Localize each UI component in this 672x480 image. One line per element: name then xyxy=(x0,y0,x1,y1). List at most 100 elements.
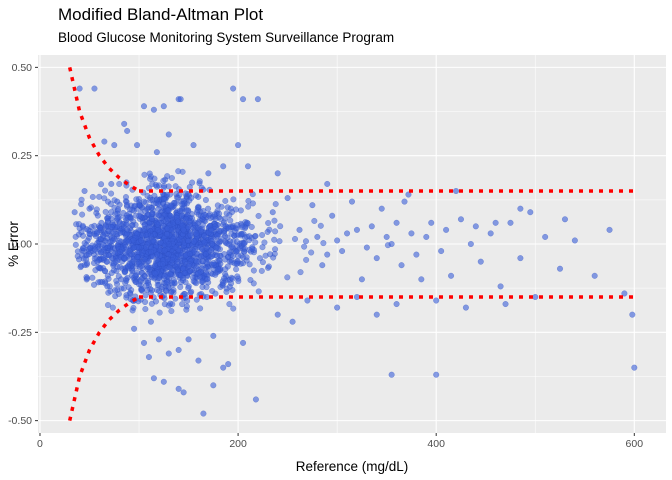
data-point xyxy=(249,200,256,207)
data-point xyxy=(216,210,223,217)
data-point xyxy=(120,209,127,216)
data-point xyxy=(76,85,83,92)
chart-title: Modified Bland-Altman Plot xyxy=(58,5,263,24)
y-tick-label: -0.50 xyxy=(8,415,32,427)
data-point xyxy=(267,251,274,258)
data-point xyxy=(190,142,197,149)
data-point xyxy=(100,232,107,239)
data-point xyxy=(180,389,187,396)
data-point xyxy=(237,207,244,214)
data-point xyxy=(353,293,360,300)
data-point xyxy=(115,206,122,213)
data-point xyxy=(319,262,326,269)
data-point xyxy=(201,239,208,246)
data-point xyxy=(177,96,184,103)
data-point xyxy=(252,232,259,239)
data-point xyxy=(274,311,281,318)
data-point xyxy=(202,251,209,258)
x-tick-label: 400 xyxy=(427,438,445,450)
data-point xyxy=(84,260,91,267)
data-point xyxy=(629,311,636,318)
data-point xyxy=(117,248,124,255)
data-point xyxy=(205,170,212,177)
data-point xyxy=(292,235,299,242)
data-point xyxy=(532,293,539,300)
data-point xyxy=(265,219,272,226)
data-point xyxy=(225,361,232,368)
data-point xyxy=(324,251,331,258)
data-point xyxy=(235,231,242,238)
data-point xyxy=(156,309,163,316)
data-point xyxy=(388,240,395,247)
data-point xyxy=(209,241,216,248)
data-point xyxy=(229,252,236,259)
data-points xyxy=(71,85,638,417)
chart-subtitle: Blood Glucose Monitoring System Surveill… xyxy=(58,30,394,45)
data-point xyxy=(164,173,171,180)
data-point xyxy=(388,371,395,378)
data-point xyxy=(353,226,360,233)
data-point xyxy=(259,259,266,266)
data-point xyxy=(148,249,155,256)
data-point xyxy=(271,217,278,224)
data-point xyxy=(233,248,240,255)
data-point xyxy=(142,306,149,313)
data-point xyxy=(185,336,192,343)
data-point xyxy=(161,272,168,279)
data-point xyxy=(160,103,167,110)
data-point xyxy=(108,224,115,231)
data-point xyxy=(297,269,304,276)
data-point xyxy=(252,239,259,246)
data-point xyxy=(222,266,229,273)
data-point xyxy=(472,223,479,230)
data-point xyxy=(150,106,157,113)
data-point xyxy=(118,276,125,283)
data-point xyxy=(165,131,172,138)
data-point xyxy=(160,184,167,191)
data-point xyxy=(110,229,117,236)
data-point xyxy=(123,226,130,233)
data-point xyxy=(259,232,266,239)
data-point xyxy=(145,203,152,210)
data-point xyxy=(138,262,145,269)
data-point xyxy=(212,271,219,278)
data-point xyxy=(160,196,167,203)
data-point xyxy=(105,218,112,225)
data-point xyxy=(254,96,261,103)
data-point xyxy=(240,96,247,103)
data-point xyxy=(405,191,412,198)
data-point xyxy=(109,304,116,311)
data-point xyxy=(89,274,96,281)
data-point xyxy=(220,280,227,287)
data-point xyxy=(203,245,210,252)
data-point xyxy=(502,301,509,308)
data-point xyxy=(182,190,189,197)
data-point xyxy=(186,251,193,258)
data-point xyxy=(477,258,484,265)
data-point xyxy=(74,248,81,255)
data-point xyxy=(418,276,425,283)
error-boundary-lines xyxy=(67,67,635,421)
data-point xyxy=(203,259,210,266)
data-point xyxy=(181,269,188,276)
data-point xyxy=(79,211,86,218)
data-point xyxy=(99,241,106,248)
data-point xyxy=(621,290,628,297)
data-point xyxy=(81,188,88,195)
data-point xyxy=(277,223,284,230)
data-point xyxy=(222,197,229,204)
data-point xyxy=(111,142,118,149)
y-axis: -0.50 -0.25 0.00 0.25 0.50 xyxy=(8,62,38,427)
data-point xyxy=(230,85,237,92)
data-point xyxy=(154,281,161,288)
data-point xyxy=(178,201,185,208)
data-point xyxy=(140,103,147,110)
data-point xyxy=(334,237,341,244)
data-point xyxy=(102,187,109,194)
data-point xyxy=(334,304,341,311)
data-point xyxy=(373,311,380,318)
data-point xyxy=(72,241,79,248)
data-point xyxy=(248,223,255,230)
data-point xyxy=(216,238,223,245)
data-point xyxy=(108,190,115,197)
